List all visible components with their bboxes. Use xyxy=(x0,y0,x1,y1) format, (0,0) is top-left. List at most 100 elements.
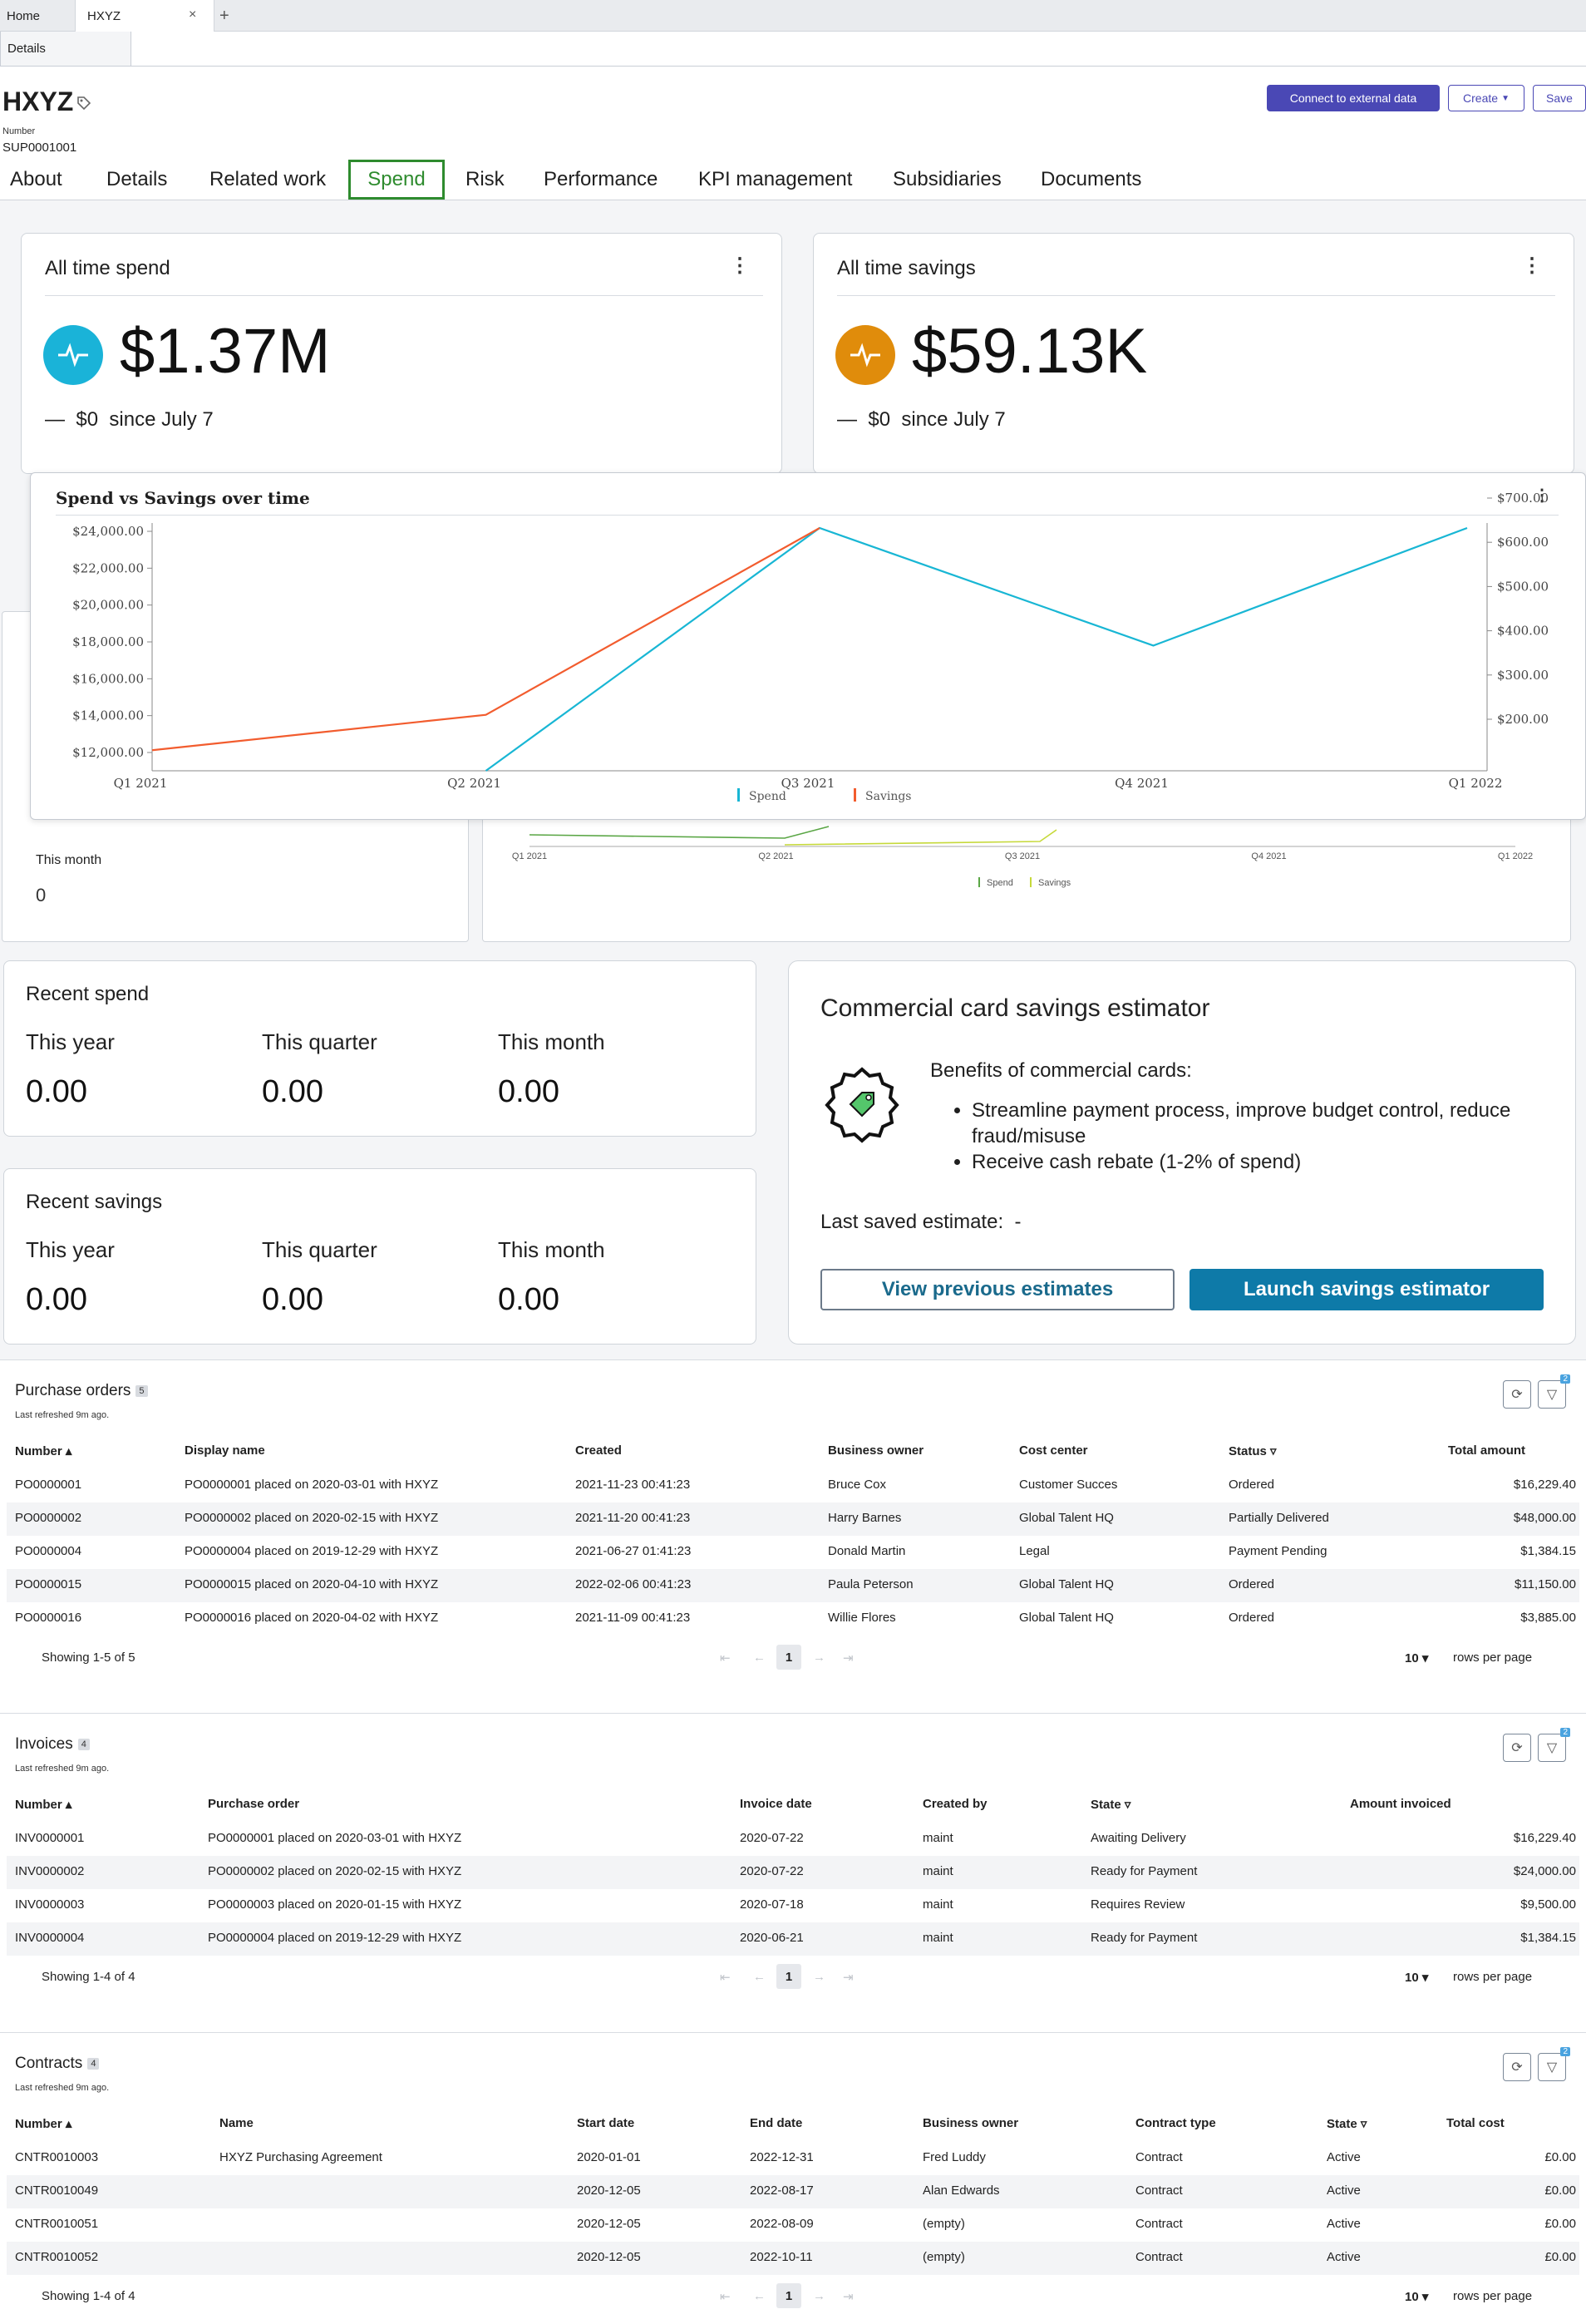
table-cell: Payment Pending xyxy=(1229,1544,1327,1558)
last-page-icon[interactable]: ⇥ xyxy=(843,1651,854,1665)
nav-details[interactable]: Details xyxy=(106,160,167,200)
table-cell[interactable]: Global Talent HQ xyxy=(1019,1611,1114,1625)
table-cell[interactable]: PO0000001 placed on 2020-03-01 with HXYZ xyxy=(208,1831,462,1845)
showing-text: Showing 1-4 of 4 xyxy=(42,1970,135,1984)
nav-subsidiaries[interactable]: Subsidiaries xyxy=(893,160,1002,200)
col-created[interactable]: Created xyxy=(575,1443,622,1458)
refresh-icon[interactable]: ⟳ xyxy=(1503,2053,1531,2081)
table-cell[interactable]: Fred Luddy xyxy=(923,2150,986,2164)
col-invoice-date[interactable]: Invoice date xyxy=(740,1797,812,1811)
table-cell[interactable]: Legal xyxy=(1019,1544,1050,1558)
nav-about[interactable]: About xyxy=(10,160,62,200)
table-cell[interactable]: PO0000001 xyxy=(15,1478,82,1492)
table-cell[interactable]: PO0000003 placed on 2020-01-15 with HXYZ xyxy=(208,1897,462,1912)
table-cell[interactable]: CNTR0010052 xyxy=(15,2250,99,2264)
nav-risk[interactable]: Risk xyxy=(465,160,505,200)
table-cell[interactable]: CNTR0010049 xyxy=(15,2183,99,2198)
page-number[interactable]: 1 xyxy=(776,1964,801,1989)
table-cell[interactable]: INV0000003 xyxy=(15,1897,85,1912)
col-business-owner[interactable]: Business owner xyxy=(828,1443,924,1458)
col-start-date[interactable]: Start date xyxy=(577,2116,635,2130)
prev-page-icon[interactable]: ← xyxy=(753,2289,766,2303)
col-name[interactable]: Name xyxy=(219,2116,254,2130)
refresh-icon[interactable]: ⟳ xyxy=(1503,1734,1531,1762)
rows-per-page-select[interactable]: 10 ▾ xyxy=(1405,1651,1429,1665)
nav-spend[interactable]: Spend xyxy=(348,160,445,200)
col-amount-invoiced[interactable]: Amount invoiced xyxy=(1350,1797,1451,1811)
nav-kpi-management[interactable]: KPI management xyxy=(698,160,852,200)
col-number[interactable]: Number ▴ xyxy=(15,1444,72,1458)
table-cell[interactable]: Harry Barnes xyxy=(828,1511,902,1525)
col-status[interactable]: Status ▿ xyxy=(1229,1444,1277,1458)
launch-savings-estimator-button[interactable]: Launch savings estimator xyxy=(1190,1269,1544,1310)
col-total-cost[interactable]: Total cost xyxy=(1446,2116,1505,2130)
col-contract-type[interactable]: Contract type xyxy=(1135,2116,1216,2130)
table-cell[interactable]: PO0000002 placed on 2020-02-15 with HXYZ xyxy=(208,1864,462,1878)
nav-related-work[interactable]: Related work xyxy=(209,160,326,200)
create-button[interactable]: Create ▼ xyxy=(1448,85,1524,111)
table-cell[interactable]: Paula Peterson xyxy=(828,1577,914,1591)
next-page-icon[interactable]: → xyxy=(813,1970,825,1984)
table-cell[interactable]: CNTR0010051 xyxy=(15,2217,99,2231)
table-cell[interactable]: INV0000001 xyxy=(15,1831,85,1845)
refresh-icon[interactable]: ⟳ xyxy=(1503,1380,1531,1409)
view-previous-estimates-button[interactable]: View previous estimates xyxy=(820,1269,1175,1310)
last-page-icon[interactable]: ⇥ xyxy=(843,1971,854,1985)
col-purchase-order[interactable]: Purchase order xyxy=(208,1797,300,1811)
next-page-icon[interactable]: → xyxy=(813,1650,825,1665)
rows-per-page-select[interactable]: 10 ▾ xyxy=(1405,1971,1429,1985)
next-page-icon[interactable]: → xyxy=(813,2289,825,2303)
table-cell[interactable]: PO0000002 xyxy=(15,1511,82,1525)
table-cell[interactable]: Alan Edwards xyxy=(923,2183,1000,2198)
col-total-amount[interactable]: Total amount xyxy=(1448,1443,1526,1458)
table-cell[interactable]: PO0000004 placed on 2019-12-29 with HXYZ xyxy=(208,1931,462,1945)
tag-icon[interactable] xyxy=(76,96,91,111)
table-cell[interactable]: PO0000016 xyxy=(15,1611,82,1625)
nav-documents[interactable]: Documents xyxy=(1041,160,1141,200)
table-cell[interactable]: PO0000015 xyxy=(15,1577,82,1591)
table-cell[interactable]: Global Talent HQ xyxy=(1019,1511,1114,1525)
prev-page-icon[interactable]: ← xyxy=(753,1970,766,1984)
prev-page-icon[interactable]: ← xyxy=(753,1650,766,1665)
more-icon[interactable]: ⋮ xyxy=(1522,254,1542,277)
new-tab-button[interactable]: + xyxy=(219,6,229,25)
col-cost-center[interactable]: Cost center xyxy=(1019,1443,1088,1458)
page-number[interactable]: 1 xyxy=(776,2283,801,2308)
tab-hxyz[interactable]: HXYZ × xyxy=(75,0,214,32)
col-end-date[interactable]: End date xyxy=(750,2116,803,2130)
col-display-name[interactable]: Display name xyxy=(185,1443,265,1458)
close-icon[interactable]: × xyxy=(189,7,197,22)
table-cell[interactable]: INV0000004 xyxy=(15,1931,85,1945)
rows-per-page-select[interactable]: 10 ▾ xyxy=(1405,2290,1429,2304)
col-business-owner[interactable]: Business owner xyxy=(923,2116,1019,2130)
subtab-details[interactable]: Details xyxy=(0,32,131,67)
tab-home[interactable]: Home xyxy=(7,0,73,32)
nav-performance[interactable]: Performance xyxy=(544,160,658,200)
table-cell[interactable]: CNTR0010003 xyxy=(15,2150,99,2164)
table-cell[interactable]: INV0000002 xyxy=(15,1864,85,1878)
table-cell[interactable]: PO0000004 xyxy=(15,1544,82,1558)
table-cell[interactable]: Willie Flores xyxy=(828,1611,896,1625)
table-cell[interactable]: Donald Martin xyxy=(828,1544,906,1558)
last-page-icon[interactable]: ⇥ xyxy=(843,2290,854,2304)
save-button[interactable]: Save xyxy=(1533,85,1586,111)
filter-icon[interactable]: ▽ 2 xyxy=(1538,1374,1570,1409)
connect-external-data-button[interactable]: Connect to external data xyxy=(1267,85,1440,111)
first-page-icon[interactable]: ⇤ xyxy=(720,2290,731,2304)
more-icon[interactable]: ⋮ xyxy=(1534,486,1550,505)
col-state[interactable]: State ▿ xyxy=(1091,1798,1131,1812)
tab-hxyz-label: HXYZ xyxy=(87,8,121,23)
table-cell[interactable]: Customer Succes xyxy=(1019,1478,1118,1492)
table-cell[interactable]: Bruce Cox xyxy=(828,1478,887,1492)
col-number[interactable]: Number ▴ xyxy=(15,1798,72,1812)
table-cell[interactable]: Global Talent HQ xyxy=(1019,1577,1114,1591)
col-state[interactable]: State ▿ xyxy=(1327,2117,1367,2131)
col-number[interactable]: Number ▴ xyxy=(15,2117,72,2131)
filter-icon[interactable]: ▽ 2 xyxy=(1538,2047,1570,2081)
first-page-icon[interactable]: ⇤ xyxy=(720,1651,731,1665)
filter-icon[interactable]: ▽ 2 xyxy=(1538,1728,1570,1762)
first-page-icon[interactable]: ⇤ xyxy=(720,1971,731,1985)
page-number[interactable]: 1 xyxy=(776,1645,801,1670)
more-icon[interactable]: ⋮ xyxy=(730,254,750,277)
col-created-by[interactable]: Created by xyxy=(923,1797,988,1811)
